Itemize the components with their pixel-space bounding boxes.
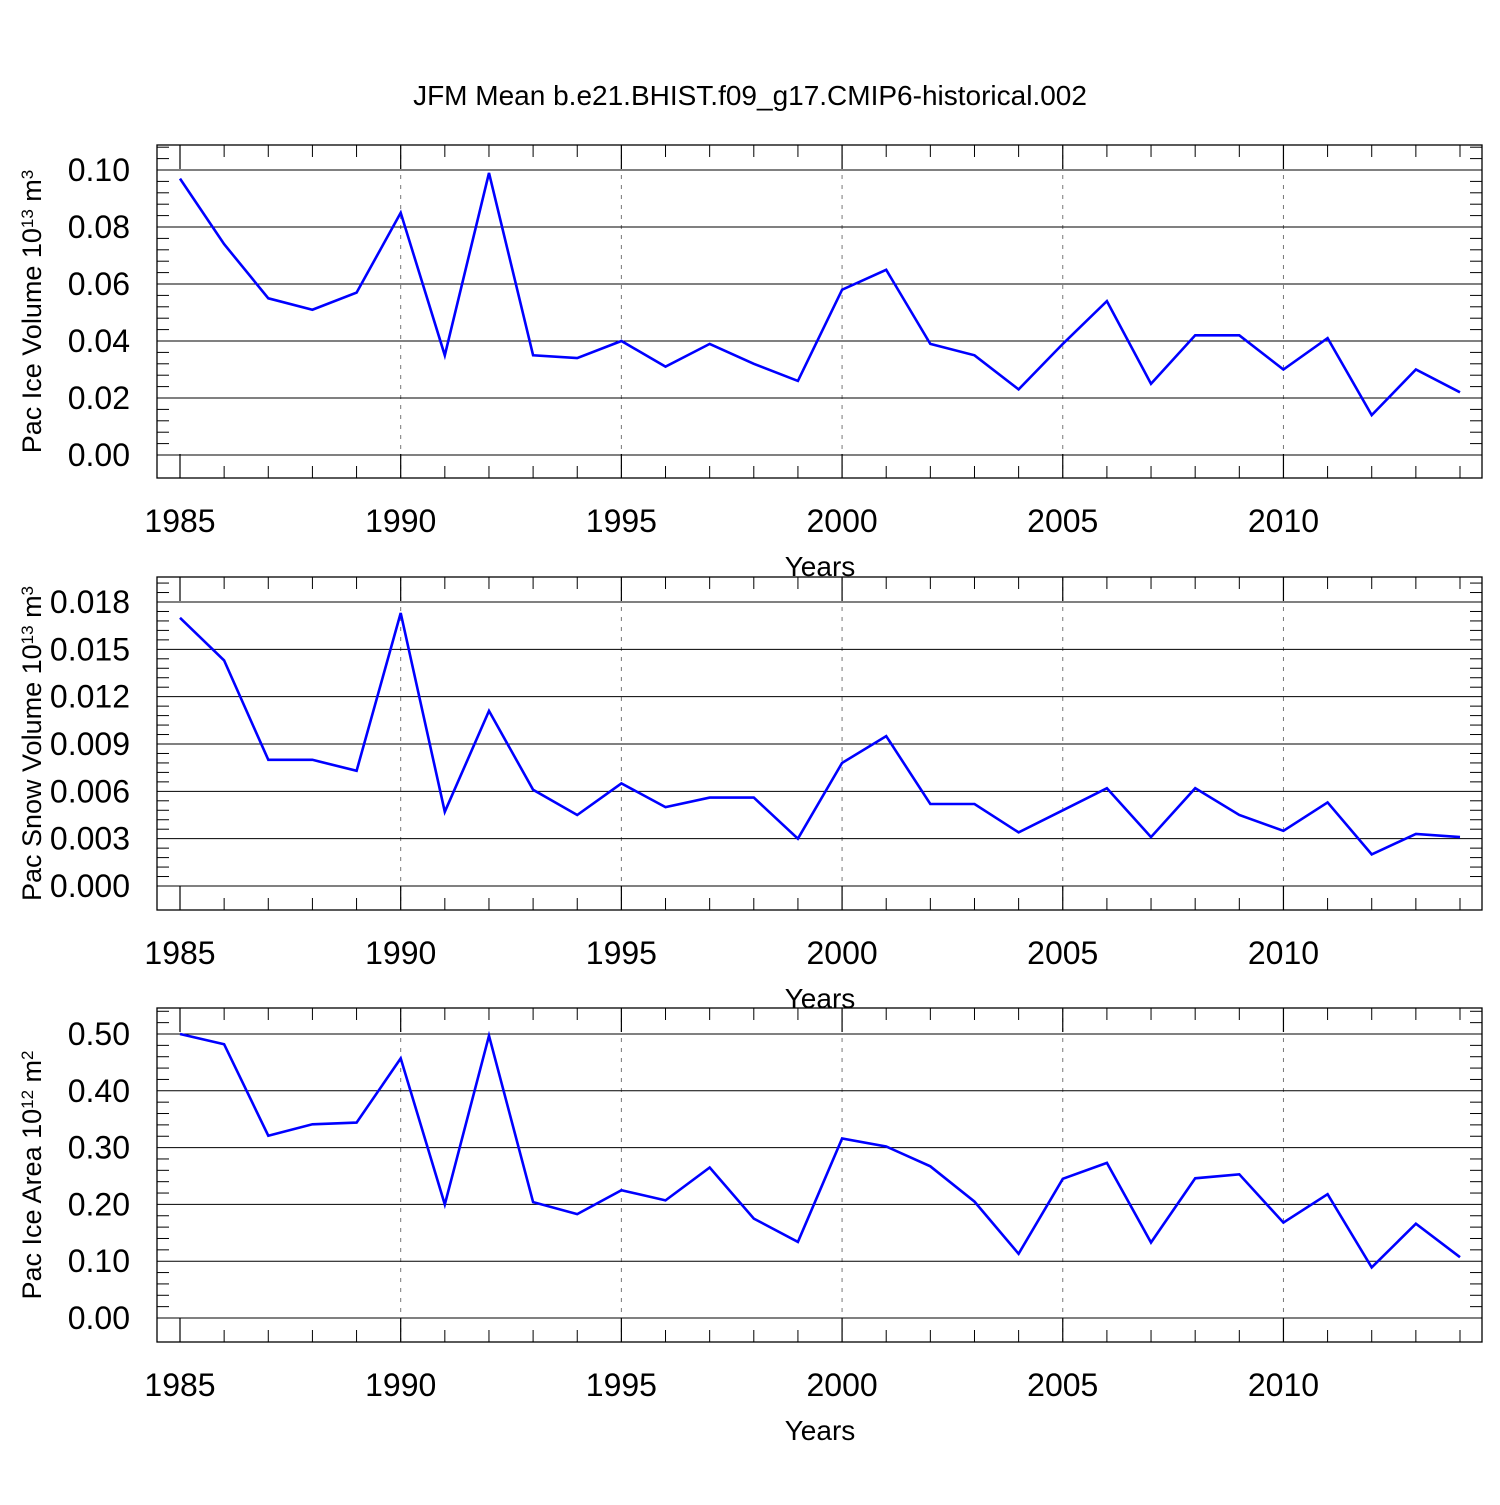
x-tick-label: 1995 [586,1367,657,1403]
y-tick-label: 0.00 [68,1300,130,1336]
panel-2: 1985 1990 1995 2000 2005 2010 0.000 0.003 0.006 0… [17,577,1482,1014]
x-tick-label: 1990 [365,935,436,971]
x-tick-label: 2010 [1248,503,1319,539]
x-tick-label: 1995 [586,503,657,539]
y-tick-label: 0.08 [68,209,130,245]
y-tick-label: 0.04 [68,323,130,359]
y-tick-label: 0.012 [50,679,130,715]
series-line [180,173,1460,415]
series-line [180,1034,1460,1267]
x-tick-label: 2005 [1027,503,1098,539]
x-tick-label: 2000 [806,1367,877,1403]
x-axis-label: Years [785,1415,856,1446]
y-tick-label: 0.018 [50,584,130,620]
x-tick-label: 1985 [144,1367,215,1403]
x-tick-label: 1995 [586,935,657,971]
y-tick-label: 0.02 [68,380,130,416]
x-tick-label: 2010 [1248,1367,1319,1403]
y-tick-label: 0.009 [50,726,130,762]
x-tick-label: 1990 [365,1367,436,1403]
y-axis-label: Pac Ice Volume 1013 m3 [17,170,47,454]
y-tick-label: 0.50 [68,1016,130,1052]
y-tick-label: 0.006 [50,773,130,809]
y-tick-label: 0.30 [68,1130,130,1166]
y-tick-label: 0.20 [68,1186,130,1222]
y-tick-label: 0.10 [68,152,130,188]
chart-title: JFM Mean b.e21.BHIST.f09_g17.CMIP6-histo… [0,80,1500,112]
y-tick-label: 0.00 [68,437,130,473]
y-tick-label: 0.10 [68,1243,130,1279]
y-tick-label: 0.06 [68,266,130,302]
x-tick-label: 2005 [1027,1367,1098,1403]
x-tick-label: 2000 [806,503,877,539]
y-axis-label: Pac Snow Volume 1013 m3 [17,586,47,901]
y-tick-label: 0.40 [68,1073,130,1109]
y-axis-label: Pac Ice Area 1012 m2 [17,1050,47,1299]
x-tick-label: 1990 [365,503,436,539]
panel-1: 1985 1990 1995 2000 2005 2010 0.00 0.02 0.04 0.06… [17,145,1482,582]
x-tick-label: 2010 [1248,935,1319,971]
x-tick-label: 1985 [144,935,215,971]
y-tick-label: 0.000 [50,868,130,904]
y-tick-label: 0.015 [50,631,130,667]
panel-3: 1985 1990 1995 2000 2005 2010 0.00 0.10 0.20 0.30… [17,1008,1482,1446]
x-tick-label: 2005 [1027,935,1098,971]
y-tick-label: 0.003 [50,821,130,857]
x-tick-label: 2000 [806,935,877,971]
x-axis-label: Years [785,983,856,1014]
x-tick-label: 1985 [144,503,215,539]
